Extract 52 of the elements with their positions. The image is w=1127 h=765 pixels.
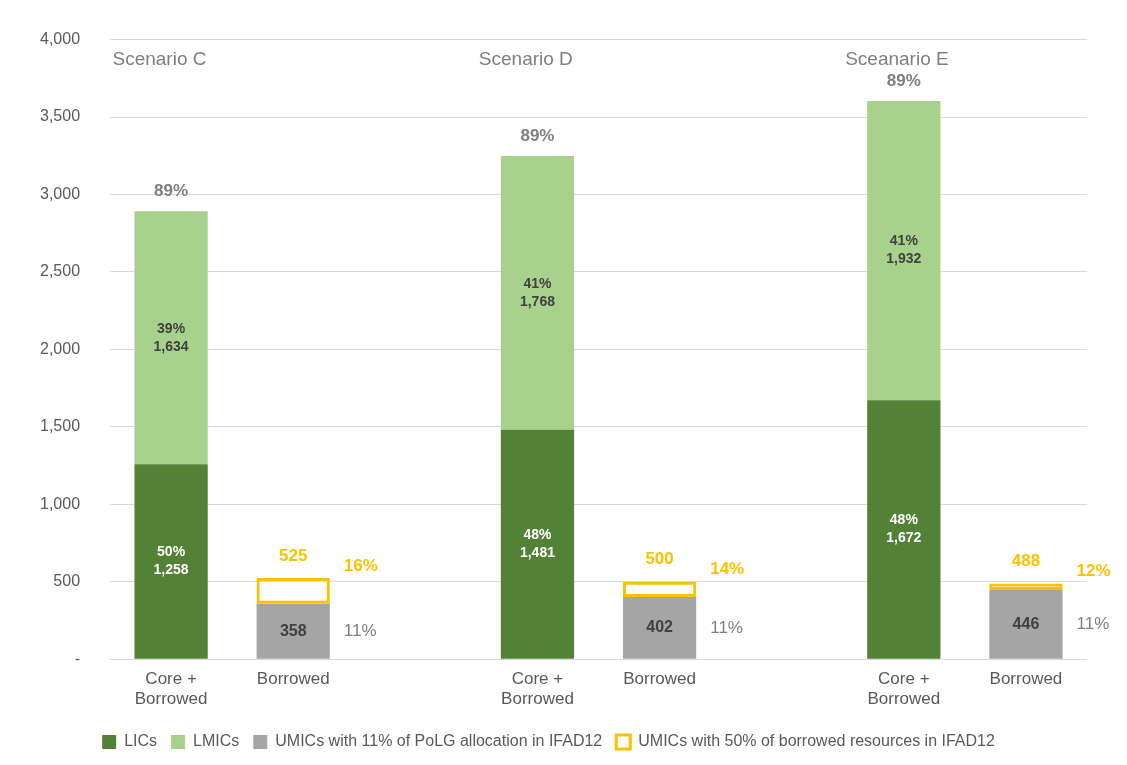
annotation: 12% xyxy=(1076,561,1111,581)
annotation: 11% xyxy=(343,621,377,641)
data-label: 446 xyxy=(1012,614,1040,632)
bar xyxy=(500,155,575,430)
annotation: 16% xyxy=(343,555,378,575)
annotation: Sceanario E xyxy=(845,47,949,69)
x-tick-label: Borrowed xyxy=(256,669,330,689)
legend-label: LMICs xyxy=(193,732,240,750)
y-tick-label: 3,500 xyxy=(39,107,81,125)
annotation: 488 xyxy=(1011,551,1041,571)
y-tick-label: 1,000 xyxy=(39,494,81,512)
bar xyxy=(256,603,330,659)
annotation: 525 xyxy=(279,545,308,565)
annotation: 11% xyxy=(1076,614,1110,634)
annotation: Scenario C xyxy=(112,47,207,69)
annotation: 89% xyxy=(520,125,555,145)
bar xyxy=(500,429,575,659)
data-label: 48% 1,481 xyxy=(519,526,556,561)
bar xyxy=(134,211,208,465)
bar xyxy=(867,400,941,659)
bar xyxy=(867,100,941,401)
y-tick-label: 4,000 xyxy=(39,30,81,48)
x-tick-label: Borrowed xyxy=(623,669,696,689)
y-tick-label: 1,500 xyxy=(39,417,81,435)
legend-label: LICs xyxy=(124,732,158,750)
annotation: 89% xyxy=(154,180,189,200)
x-tick-label: Borrowed xyxy=(989,669,1063,689)
data-label: 41% 1,768 xyxy=(519,274,556,309)
annotation: 500 xyxy=(645,549,674,569)
bar xyxy=(134,464,208,659)
data-label: 48% 1,672 xyxy=(886,511,922,546)
x-tick-label: Core + Borrowed xyxy=(134,669,208,709)
y-tick-label: 2,500 xyxy=(39,262,81,280)
data-label: 50% 1,258 xyxy=(153,543,189,578)
y-tick-label: 500 xyxy=(53,572,81,590)
y-tick-label: - xyxy=(74,649,81,667)
x-tick-label: Core + Borrowed xyxy=(501,669,574,709)
bar xyxy=(989,590,1063,659)
legend-label: UMICs with 11% of PoLG allocation in IFAD12 xyxy=(275,732,603,750)
annotation: 89% xyxy=(886,70,921,90)
x-tick-label: Core + Borrowed xyxy=(867,669,941,709)
data-label: 402 xyxy=(646,618,674,636)
annotation: 11% xyxy=(710,617,743,637)
data-label: 39% 1,634 xyxy=(153,319,189,354)
y-tick-label: 3,000 xyxy=(39,184,81,202)
annotation: 14% xyxy=(710,559,745,579)
data-label: 41% 1,932 xyxy=(886,232,922,267)
legend-label: UMICs with 50% of borrowed resources in IFAD12 xyxy=(638,732,995,750)
annotation: Scenario D xyxy=(478,47,573,69)
y-tick-label: 2,000 xyxy=(39,339,81,357)
bar xyxy=(622,596,697,659)
data-label: 358 xyxy=(279,621,307,639)
